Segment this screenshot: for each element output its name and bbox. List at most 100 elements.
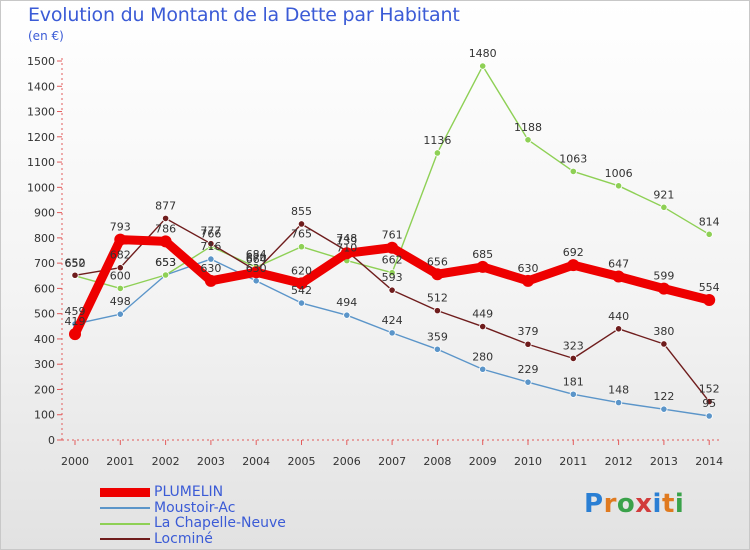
data-label-moustoir-ac: 148: [608, 384, 629, 397]
data-label-plumelin: 630: [200, 262, 221, 275]
data-label-la-chapelle-neuve: 765: [291, 228, 312, 241]
data-label-la-chapelle-neuve: 921: [653, 188, 674, 201]
x-tick-label: 2003: [197, 455, 225, 468]
data-point-plumelin: [657, 282, 670, 295]
data-label-moustoir-ac: 459: [65, 305, 86, 318]
y-tick-label: 400: [34, 333, 55, 346]
data-label-moustoir-ac: 630: [246, 262, 267, 275]
legend-swatch: [100, 522, 150, 525]
data-label-locmin-: 877: [155, 199, 176, 212]
data-label-locmin-: 152: [699, 383, 720, 396]
data-label-plumelin: 793: [110, 221, 131, 234]
data-point-locmin-: [524, 340, 532, 348]
legend-item-plumelin: PLUMELIN: [100, 485, 286, 501]
x-tick-label: 2014: [695, 455, 723, 468]
data-point-moustoir-ac: [479, 365, 487, 373]
logo-letter: x: [635, 489, 653, 519]
data-label-moustoir-ac: 280: [472, 350, 493, 363]
legend-label: Moustoir-Ac: [154, 499, 236, 516]
data-point-locmin-: [433, 307, 441, 315]
data-label-la-chapelle-neuve: 710: [336, 242, 357, 255]
data-point-plumelin: [522, 274, 534, 287]
chart-unit: (en €): [28, 29, 64, 43]
data-point-locmin-: [207, 240, 215, 248]
data-label-locmin-: 855: [291, 205, 312, 218]
legend-item-moustoir-ac: Moustoir-Ac: [100, 499, 286, 517]
data-label-la-chapelle-neuve: 600: [110, 269, 131, 282]
data-label-plumelin: 692: [563, 246, 584, 259]
data-label-moustoir-ac: 716: [200, 240, 221, 253]
legend-swatch: [100, 538, 150, 541]
data-point-la-chapelle-neuve: [388, 269, 396, 277]
legend: PLUMELIN Moustoir-Ac La Chapelle-Neuve Locm…: [100, 485, 286, 547]
logo-letter: i: [674, 489, 685, 519]
data-point-moustoir-ac: [705, 412, 713, 420]
legend-label: PLUMELIN: [154, 484, 224, 501]
data-point-moustoir-ac: [569, 390, 577, 398]
logo-letter: t: [661, 489, 675, 519]
data-point-plumelin: [431, 268, 444, 281]
y-tick-label: 900: [34, 207, 55, 220]
x-tick-label: 2007: [378, 455, 406, 468]
data-point-locmin-: [71, 271, 79, 279]
x-tick-label: 2002: [152, 455, 180, 468]
data-label-locmin-: 449: [472, 308, 493, 321]
data-point-moustoir-ac: [433, 345, 441, 353]
data-label-la-chapelle-neuve: 1063: [559, 152, 587, 165]
data-label-plumelin: 739: [336, 234, 357, 247]
x-tick-label: 2012: [605, 455, 633, 468]
data-label-locmin-: 512: [427, 292, 448, 305]
data-label-plumelin: 419: [65, 315, 86, 328]
data-point-plumelin: [340, 247, 353, 260]
data-label-locmin-: 652: [65, 256, 86, 269]
data-label-la-chapelle-neuve: 1006: [605, 167, 633, 180]
data-point-locmin-: [614, 325, 623, 333]
data-label-plumelin: 761: [382, 229, 403, 242]
y-tick-label: 700: [34, 257, 55, 270]
data-point-locmin-: [479, 322, 487, 331]
data-point-plumelin: [114, 233, 127, 246]
data-label-plumelin: 786: [155, 222, 176, 235]
data-label-moustoir-ac: 95: [702, 397, 716, 410]
x-tick-label: 2008: [423, 455, 451, 468]
x-tick-label: 2010: [514, 455, 542, 468]
data-point-locmin-: [569, 354, 577, 362]
data-point-plumelin: [250, 266, 263, 279]
data-label-la-chapelle-neuve: 662: [382, 254, 403, 267]
y-tick-label: 1400: [27, 80, 55, 93]
data-label-la-chapelle-neuve: 1480: [469, 47, 497, 60]
logo-letter: r: [603, 489, 617, 519]
data-point-locmin-: [660, 340, 668, 348]
data-point-moustoir-ac: [207, 255, 215, 263]
data-point-moustoir-ac: [524, 378, 532, 386]
data-label-moustoir-ac: 122: [653, 390, 674, 403]
data-point-locmin-: [162, 214, 170, 223]
legend-swatch: [100, 488, 150, 498]
data-label-moustoir-ac: 498: [110, 295, 131, 308]
data-point-la-chapelle-neuve: [660, 203, 668, 211]
legend-item-locmin-: Locminé: [100, 531, 286, 548]
y-tick-label: 1200: [27, 131, 55, 144]
data-label-plumelin: 647: [608, 258, 629, 271]
data-point-plumelin: [476, 260, 489, 273]
data-label-plumelin: 656: [427, 255, 448, 268]
proxiti-logo: Proxiti: [584, 489, 684, 519]
x-tick-label: 2011: [559, 455, 587, 468]
data-point-plumelin: [295, 277, 308, 290]
data-point-moustoir-ac: [660, 405, 668, 413]
y-tick-label: 800: [34, 232, 55, 245]
data-point-locmin-: [388, 286, 396, 294]
data-label-moustoir-ac: 542: [291, 284, 312, 297]
y-tick-label: 1300: [27, 106, 55, 119]
data-label-locmin-: 748: [336, 232, 357, 245]
data-point-la-chapelle-neuve: [614, 182, 623, 190]
x-tick-label: 2006: [333, 455, 361, 468]
data-point-plumelin: [159, 235, 172, 248]
chart-title: Evolution du Montant de la Dette par Hab…: [28, 4, 460, 26]
data-point-plumelin: [703, 294, 716, 307]
data-label-moustoir-ac: 653: [155, 256, 176, 269]
data-label-moustoir-ac: 494: [336, 296, 357, 309]
data-point-plumelin: [386, 241, 399, 254]
data-label-locmin-: 323: [563, 339, 584, 352]
